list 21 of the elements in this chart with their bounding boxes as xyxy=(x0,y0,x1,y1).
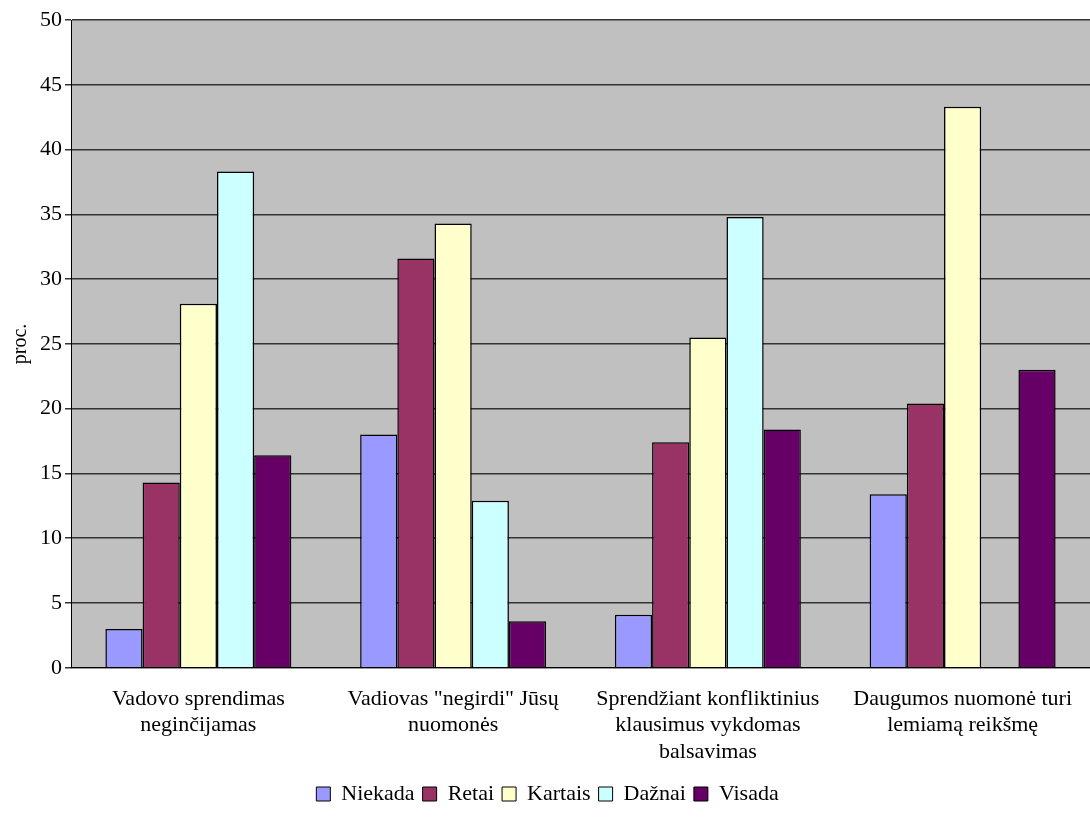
y-tick-label: 5 xyxy=(51,588,62,614)
y-tick-label: 45 xyxy=(40,70,62,96)
y-tick-label: 50 xyxy=(40,5,62,31)
y-axis-title: proc. xyxy=(8,323,32,365)
y-tick-label: 25 xyxy=(40,329,62,355)
legend-label: Kartais xyxy=(527,779,591,805)
y-tick-label: 20 xyxy=(40,394,62,420)
y-tick-label: 30 xyxy=(40,264,62,290)
legend-label: Retai xyxy=(447,779,495,805)
x-tick-label: Vadovo sprendimas neginčijamas xyxy=(111,684,285,737)
x-tick-label: Sprendžiant konfliktinius klausimus vykdomas balsavimas xyxy=(596,684,820,763)
y-tick-label: 15 xyxy=(40,459,62,485)
x-tick-label: Daugumos nuomonė turi lemiamą reikšmę xyxy=(853,684,1073,737)
y-tick-label: 10 xyxy=(40,524,62,550)
x-tick-label: Vadiovas "negirdi" Jūsų nuomonės xyxy=(347,684,560,737)
y-tick-label: 0 xyxy=(51,653,62,679)
legend-label: Visada xyxy=(718,779,779,805)
y-tick-label: 40 xyxy=(40,135,62,161)
legend-label: Dažnai xyxy=(623,779,686,805)
y-tick-label: 35 xyxy=(40,200,62,226)
legend-label: Niekada xyxy=(341,779,415,805)
